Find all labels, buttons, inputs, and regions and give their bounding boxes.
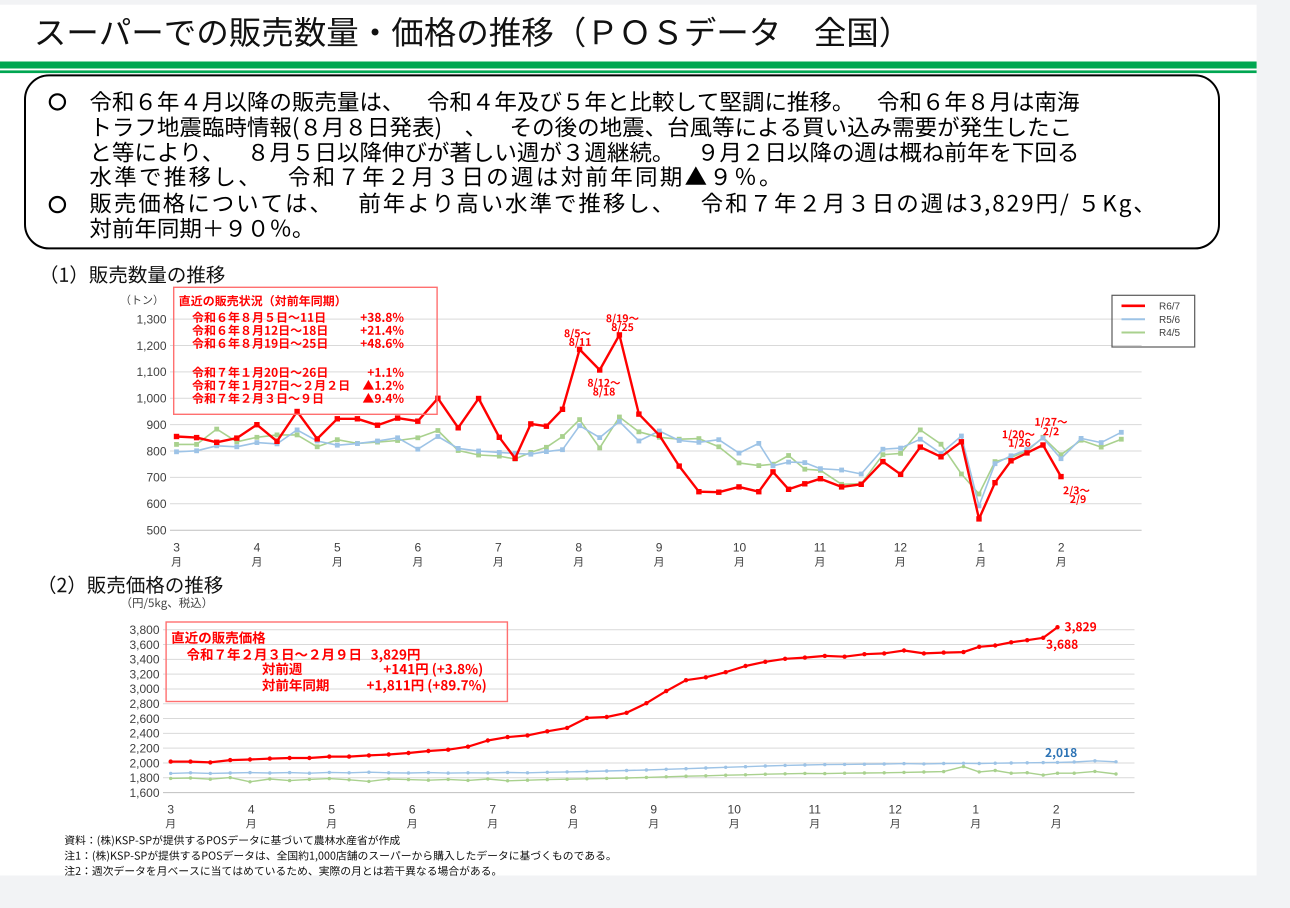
svg-text:3,800: 3,800 bbox=[129, 623, 159, 637]
svg-text:10: 10 bbox=[733, 541, 747, 555]
svg-text:2,800: 2,800 bbox=[129, 697, 159, 711]
svg-text:12: 12 bbox=[889, 803, 903, 817]
svg-text:900: 900 bbox=[146, 418, 166, 432]
svg-text:2,400: 2,400 bbox=[129, 727, 159, 741]
svg-text:3,400: 3,400 bbox=[129, 653, 159, 667]
svg-text:R6/7: R6/7 bbox=[1159, 301, 1181, 312]
svg-text:2,000: 2,000 bbox=[129, 756, 159, 770]
svg-text:2: 2 bbox=[1058, 541, 1065, 555]
svg-text:5: 5 bbox=[334, 541, 341, 555]
svg-text:1: 1 bbox=[972, 803, 979, 817]
svg-text:3,600: 3,600 bbox=[129, 638, 159, 652]
svg-text:11: 11 bbox=[808, 803, 821, 817]
svg-text:7: 7 bbox=[495, 541, 502, 555]
svg-text:3: 3 bbox=[167, 803, 174, 817]
svg-text:11: 11 bbox=[814, 541, 827, 555]
svg-text:1,800: 1,800 bbox=[129, 771, 159, 785]
svg-text:6: 6 bbox=[415, 541, 422, 555]
svg-text:2: 2 bbox=[1053, 803, 1060, 817]
svg-text:800: 800 bbox=[146, 444, 166, 458]
svg-text:3,000: 3,000 bbox=[129, 682, 159, 696]
svg-text:7: 7 bbox=[489, 803, 496, 817]
svg-text:3: 3 bbox=[173, 541, 180, 555]
svg-text:8: 8 bbox=[575, 541, 582, 555]
svg-text:8: 8 bbox=[570, 803, 577, 817]
svg-text:3,200: 3,200 bbox=[129, 667, 159, 681]
svg-text:1,100: 1,100 bbox=[136, 365, 166, 379]
svg-text:9: 9 bbox=[650, 803, 657, 817]
svg-text:5: 5 bbox=[328, 803, 335, 817]
svg-text:1,000: 1,000 bbox=[136, 392, 166, 406]
svg-text:12: 12 bbox=[894, 541, 908, 555]
svg-text:2,600: 2,600 bbox=[129, 712, 159, 726]
svg-text:1,200: 1,200 bbox=[136, 339, 166, 353]
svg-text:10: 10 bbox=[728, 803, 742, 817]
svg-text:1: 1 bbox=[977, 541, 984, 555]
svg-text:R4/5: R4/5 bbox=[1159, 328, 1181, 339]
svg-text:9: 9 bbox=[656, 541, 663, 555]
svg-text:4: 4 bbox=[254, 541, 261, 555]
svg-text:6: 6 bbox=[409, 803, 416, 817]
svg-text:700: 700 bbox=[146, 471, 166, 485]
svg-text:600: 600 bbox=[146, 497, 166, 511]
svg-text:4: 4 bbox=[248, 803, 255, 817]
svg-text:1,600: 1,600 bbox=[129, 786, 159, 800]
svg-text:R5/6: R5/6 bbox=[1159, 315, 1181, 326]
svg-text:2,200: 2,200 bbox=[129, 742, 159, 756]
svg-text:500: 500 bbox=[146, 524, 166, 538]
svg-text:1,300: 1,300 bbox=[136, 312, 166, 326]
